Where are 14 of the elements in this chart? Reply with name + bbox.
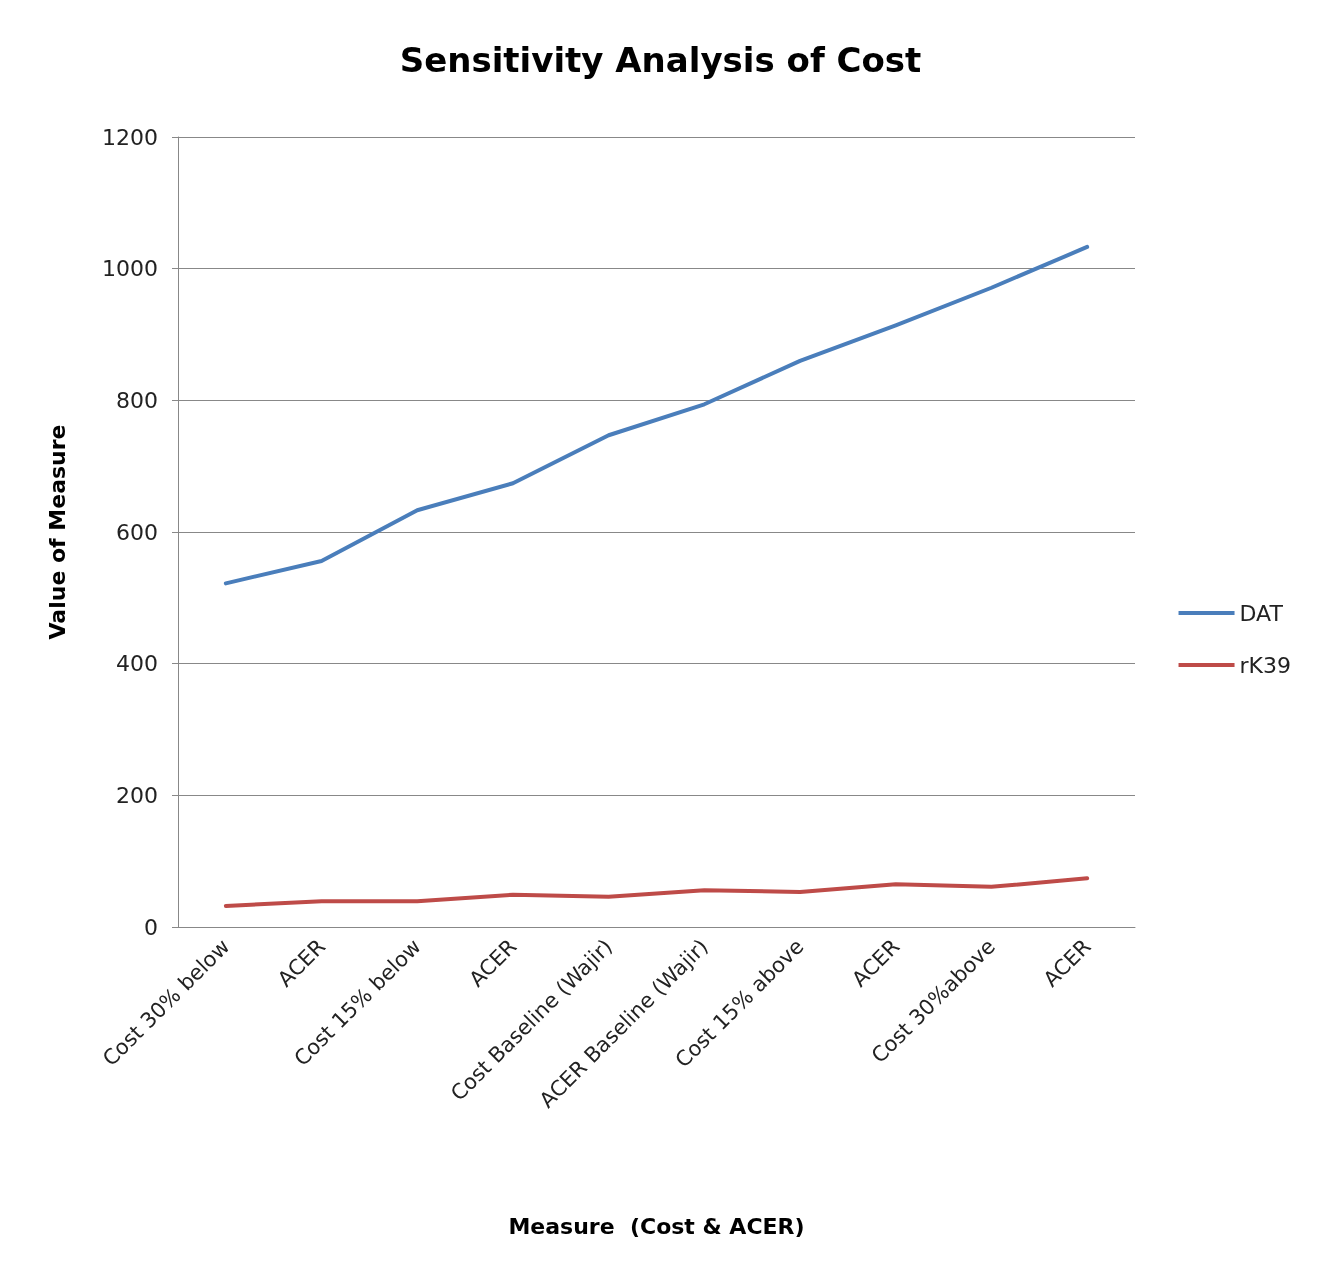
line-series (223, 244, 1090, 586)
legend-label: rK39 (1239, 652, 1291, 678)
line-series (223, 876, 1090, 908)
y-tick-label: 800 (116, 387, 158, 413)
y-tick-label: 0 (144, 914, 158, 940)
chart-title: Sensitivity Analysis of Cost (399, 40, 922, 80)
y-axis-title: Value of Measure (44, 424, 70, 640)
y-tick-label: 400 (116, 651, 158, 677)
legend-label: DAT (1239, 600, 1284, 626)
y-tick-label: 1200 (102, 124, 158, 150)
y-tick-label: 200 (116, 782, 158, 808)
x-axis-title: Measure (Cost & ACER) (508, 1213, 805, 1239)
y-tick-label: 600 (116, 519, 158, 545)
y-tick-label: 1000 (102, 256, 158, 282)
